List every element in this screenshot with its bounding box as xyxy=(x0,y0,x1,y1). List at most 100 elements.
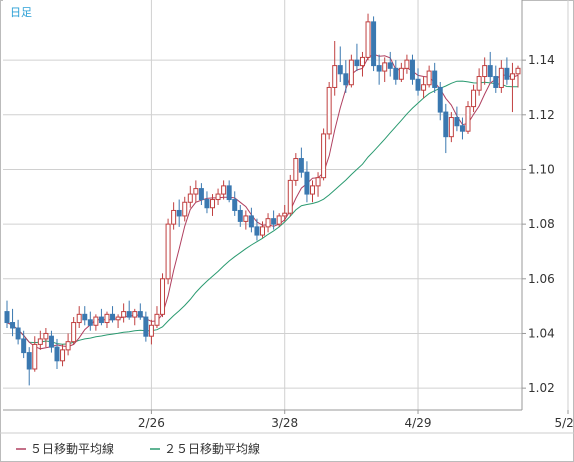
candle-body-down xyxy=(4,311,10,324)
candle xyxy=(165,218,171,285)
candle-body-up xyxy=(276,215,282,225)
candle-body-down xyxy=(48,335,54,348)
candle-body-up xyxy=(71,322,77,343)
candle xyxy=(465,101,471,134)
candle-body-down xyxy=(232,199,238,211)
candle xyxy=(293,153,299,186)
candle xyxy=(515,65,521,88)
candle-body-up xyxy=(404,59,410,69)
candle-body-up xyxy=(398,67,404,80)
candle-body-up xyxy=(43,332,49,340)
candle-body-up xyxy=(293,158,299,181)
candle-body-up xyxy=(260,226,265,236)
y-tick-label: 1.04 xyxy=(528,326,555,340)
candle xyxy=(148,319,154,345)
candle-body-up xyxy=(348,59,354,86)
candle xyxy=(487,51,493,82)
candle xyxy=(282,205,288,222)
candle xyxy=(371,16,377,72)
y-tick-label: 1.14 xyxy=(528,53,555,67)
candle-body-up xyxy=(332,65,338,88)
candle xyxy=(454,106,460,132)
candle-body-down xyxy=(371,21,377,67)
candle-body-up xyxy=(76,313,82,324)
candle xyxy=(326,82,332,140)
candle-body-up xyxy=(287,179,293,214)
candle xyxy=(482,57,488,85)
candle xyxy=(143,311,149,342)
candle xyxy=(493,65,499,93)
candle xyxy=(76,306,82,328)
candle xyxy=(421,76,427,99)
candle xyxy=(93,314,99,331)
candle xyxy=(248,207,254,233)
candle xyxy=(471,84,477,113)
candle-body-down xyxy=(110,313,116,321)
candle-body-up xyxy=(171,209,177,225)
candle-body-up xyxy=(359,56,365,67)
candle xyxy=(126,300,132,320)
candle xyxy=(187,185,193,208)
plot-area xyxy=(3,0,522,410)
candle xyxy=(387,51,393,77)
y-tick-label: 1.08 xyxy=(528,217,555,231)
candle-body-up xyxy=(65,341,71,351)
candle-body-down xyxy=(459,125,465,132)
candle xyxy=(232,191,238,216)
candle xyxy=(82,306,88,326)
candle-body-up xyxy=(265,218,271,228)
candle-body-down xyxy=(226,185,232,201)
candle xyxy=(321,128,327,181)
candle-body-up xyxy=(160,278,166,315)
candle-body-down xyxy=(204,199,210,209)
candle-body-up xyxy=(60,349,66,362)
candle-body-down xyxy=(409,59,415,80)
y-tick-label: 1.06 xyxy=(528,272,555,286)
candle xyxy=(354,43,360,72)
candle-body-up xyxy=(93,316,99,326)
candle xyxy=(376,54,382,85)
candle xyxy=(359,51,365,77)
y-tick-label: 1.12 xyxy=(528,108,555,122)
candle xyxy=(71,317,77,345)
candle xyxy=(204,191,210,214)
candle xyxy=(210,194,216,216)
candle xyxy=(459,117,465,140)
candle xyxy=(309,180,315,203)
candle-body-up xyxy=(465,106,471,132)
ma25-line-group xyxy=(6,80,519,345)
candle-body-down xyxy=(21,338,27,354)
candle-body-down xyxy=(98,316,104,324)
candle-body-up xyxy=(182,201,188,217)
candle-body-down xyxy=(454,117,460,127)
candle-body-up xyxy=(282,212,288,217)
candle xyxy=(448,112,454,143)
candle-body-up xyxy=(165,223,171,280)
candle xyxy=(37,330,43,350)
candle xyxy=(54,338,60,369)
candle xyxy=(365,13,371,61)
candle xyxy=(498,60,504,93)
candle-body-up xyxy=(154,313,160,326)
candle xyxy=(332,41,338,96)
candle xyxy=(237,205,243,227)
candle-body-down xyxy=(143,316,149,337)
candle xyxy=(315,172,321,197)
candle-body-up xyxy=(148,324,154,337)
candle xyxy=(509,62,515,113)
candle-body-up xyxy=(382,62,388,72)
candle xyxy=(98,308,104,326)
candle xyxy=(504,57,510,85)
x-tick-label: 4/29 xyxy=(405,416,432,430)
candle-body-down xyxy=(376,65,382,72)
candle xyxy=(137,303,143,320)
candle xyxy=(415,68,421,96)
candle-body-up xyxy=(104,313,110,324)
legend: ５日移動平均線 ２５日移動平均線 xyxy=(16,441,260,456)
candle-body-down xyxy=(337,65,343,75)
candle xyxy=(343,60,349,93)
candle xyxy=(65,333,71,356)
candle xyxy=(337,46,343,82)
candle xyxy=(221,180,227,200)
